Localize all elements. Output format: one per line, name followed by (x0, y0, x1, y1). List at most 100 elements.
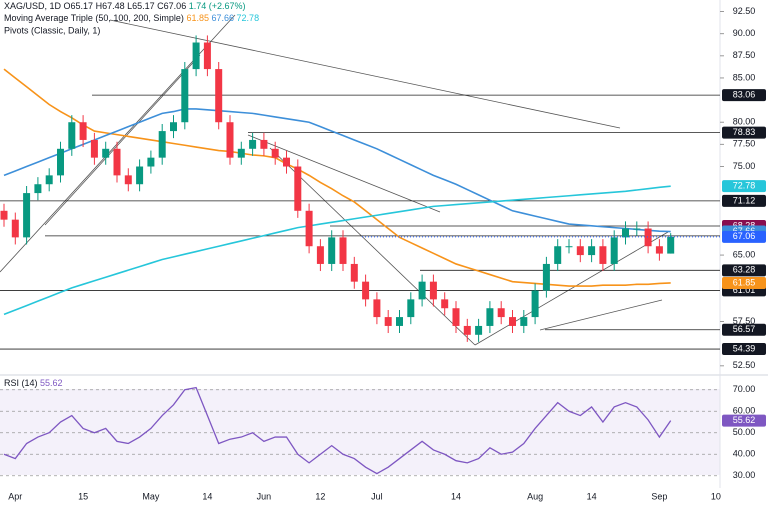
x-tick-label: 10 (711, 491, 721, 501)
y-tick-label: 80.00 (733, 117, 756, 127)
candle-body (418, 281, 426, 300)
candle-body (542, 263, 550, 291)
y-tick-label: 70.00 (733, 384, 756, 394)
candle-body (531, 290, 539, 318)
candle-body (622, 228, 629, 238)
y-tick-label: 40.00 (733, 449, 756, 459)
pivot-label-box (722, 194, 766, 207)
ma-label: 72.78 (733, 181, 756, 191)
candle-body (554, 246, 562, 264)
x-tick-label: Jun (257, 491, 272, 501)
candle-body (215, 69, 223, 123)
candle-body (509, 317, 516, 326)
ohlc: O65.17 (64, 1, 94, 11)
rsi-value: 55.62 (40, 378, 63, 388)
candle-body (158, 131, 166, 158)
candle-body (396, 317, 403, 326)
candle-body (124, 175, 132, 185)
pivot-label: 54.39 (733, 343, 756, 353)
price-label: 67.06 (733, 231, 756, 241)
candle-body (644, 228, 652, 247)
line (3, 386, 672, 475)
candle-body (667, 236, 675, 254)
y-tick-label: 50.00 (733, 427, 756, 437)
candle-body (294, 166, 302, 211)
y-tick-label: 52.50 (733, 360, 756, 370)
y-tick-label: 92.50 (733, 6, 756, 16)
candle-body (260, 139, 268, 149)
pivot-label-box (722, 264, 766, 277)
ohlc: H67.48 (96, 1, 125, 11)
candle-body (497, 308, 505, 318)
candle-body (305, 210, 313, 247)
candle-body (328, 237, 336, 264)
pivot-label-box (722, 89, 766, 102)
rsi-title: RSI (14) (4, 378, 38, 388)
x-tick-label: May (142, 491, 160, 501)
rsi-band (0, 389, 720, 475)
candle-body (475, 325, 483, 335)
candle-body (249, 139, 257, 149)
line (3, 185, 671, 316)
candle-body (90, 139, 98, 158)
y-tick-label: 30.00 (733, 470, 756, 480)
x-tick-label: 14 (451, 491, 461, 501)
candle-body (429, 281, 437, 300)
line (3, 68, 671, 287)
x-tick-label: 14 (202, 491, 212, 501)
candle-body (0, 210, 8, 220)
candle-body (316, 246, 324, 264)
rsi-label: 55.62 (733, 415, 756, 425)
x-tick-label: Sep (651, 491, 667, 501)
ma-header: Moving Average Triple (50, 100, 200, Sim… (4, 13, 259, 23)
y-tick-label: 87.50 (733, 50, 756, 60)
y-tick-label: 90.00 (733, 28, 756, 38)
candle-body (339, 237, 347, 264)
candle-body (271, 148, 279, 158)
candle-body (102, 148, 110, 158)
candle-body (633, 228, 641, 230)
x-tick-label: 12 (315, 491, 325, 501)
candle-body (147, 157, 155, 167)
candle-body (441, 299, 449, 309)
candle-body (45, 175, 53, 185)
ma-value: 67.66 (212, 13, 235, 23)
ma-label-box (722, 276, 766, 289)
y-tick-label: 85.00 (733, 72, 756, 82)
candle-body (384, 317, 392, 326)
candle-body (113, 148, 121, 176)
ma-label-box (722, 180, 766, 193)
x-tick-label: 15 (78, 491, 88, 501)
candle-body (57, 148, 64, 176)
pivot-header: Pivots (Classic, Daily, 1) (4, 25, 100, 35)
y-tick-label: 77.50 (733, 139, 756, 149)
ohlc: L65.17 (127, 1, 155, 11)
candle-body (283, 157, 290, 167)
change: 1.74 (+2.67%) (189, 1, 246, 11)
candle-body (452, 308, 460, 326)
pivot-label-box (722, 126, 766, 139)
candle-body (350, 263, 358, 282)
ma-title: Moving Average Triple (50, 100, 200, Sim… (4, 13, 184, 23)
candle-body (237, 148, 245, 158)
y-tick-label: 60.00 (733, 406, 756, 416)
pivot-label: 56.57 (733, 324, 756, 334)
price-label-box (722, 230, 766, 243)
y-tick-label: 65.00 (733, 249, 756, 259)
ma-value: 72.78 (237, 13, 260, 23)
candle-body (226, 122, 234, 158)
y-tick-label: 57.50 (733, 316, 756, 326)
candle-body (192, 42, 200, 70)
header: XAG/USD, 1D O65.17 H67.48 L65.17 C67.06 … (4, 1, 246, 11)
candle-body (373, 299, 381, 318)
candle-body (576, 246, 584, 256)
pivot-label: 61.01 (733, 285, 756, 295)
rsi-header: RSI (14) 55.62 (4, 378, 63, 388)
candle-body (407, 299, 415, 318)
candle-body (136, 166, 144, 185)
rsi-label-box (722, 414, 766, 427)
candle-body (588, 246, 596, 256)
ma-value: 61.85 (186, 13, 209, 23)
candle-body (520, 317, 528, 326)
